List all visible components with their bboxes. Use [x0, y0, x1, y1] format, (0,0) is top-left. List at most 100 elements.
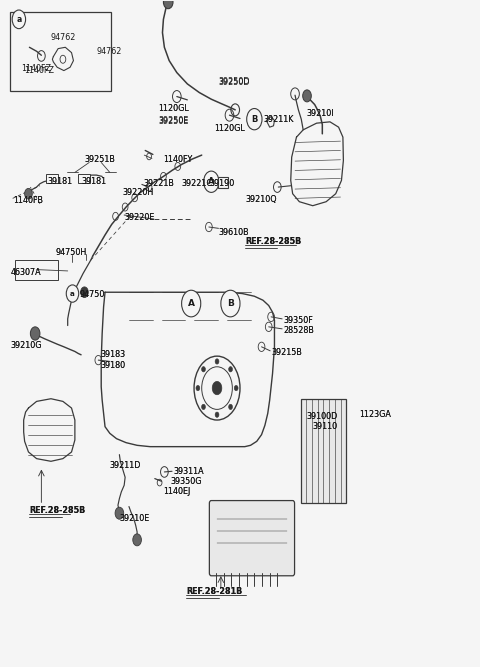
Text: 39250E: 39250E: [158, 116, 189, 125]
Text: 39610B: 39610B: [218, 228, 249, 237]
Text: 1120GL: 1120GL: [158, 104, 190, 113]
Text: a: a: [70, 291, 75, 297]
Text: 39180: 39180: [100, 361, 125, 370]
Circle shape: [30, 327, 40, 340]
Text: 39210Q: 39210Q: [246, 195, 277, 203]
Text: 1140FB: 1140FB: [12, 196, 43, 205]
Text: B: B: [251, 115, 258, 123]
Text: 39210G: 39210G: [10, 341, 42, 350]
Circle shape: [215, 359, 219, 364]
Text: 39180: 39180: [100, 361, 125, 370]
Text: 1140EJ: 1140EJ: [163, 487, 191, 496]
Circle shape: [66, 285, 79, 302]
Text: 1120GL: 1120GL: [158, 104, 190, 113]
Circle shape: [202, 404, 205, 410]
Text: A: A: [188, 299, 195, 308]
Text: 39211D: 39211D: [110, 461, 141, 470]
Text: 1140FZ: 1140FZ: [21, 64, 51, 73]
Text: 39190: 39190: [209, 179, 235, 187]
Text: 39220E: 39220E: [124, 213, 155, 222]
Text: 1140FY: 1140FY: [163, 155, 192, 163]
Text: 39610B: 39610B: [218, 228, 249, 237]
Text: 39350F: 39350F: [283, 315, 313, 325]
Text: 39350G: 39350G: [170, 477, 202, 486]
Text: 39110: 39110: [312, 422, 337, 431]
Text: 94750H: 94750H: [56, 248, 87, 257]
Circle shape: [196, 386, 200, 391]
Text: 39210G: 39210G: [10, 341, 42, 350]
Text: 1140EJ: 1140EJ: [163, 487, 191, 496]
Text: 1140FY: 1140FY: [163, 155, 192, 163]
Bar: [46, 173, 58, 183]
Text: 39210I: 39210I: [306, 109, 334, 118]
Circle shape: [247, 109, 262, 130]
Text: 94750: 94750: [80, 290, 105, 299]
Text: 1140FB: 1140FB: [12, 196, 43, 205]
Text: 39100D: 39100D: [306, 412, 337, 421]
Text: 39220H: 39220H: [123, 188, 154, 197]
Text: REF.28-285B: REF.28-285B: [29, 506, 85, 515]
Circle shape: [133, 534, 142, 546]
Text: REF.28-285B: REF.28-285B: [245, 237, 301, 246]
Bar: [301, 399, 346, 503]
Text: 39250D: 39250D: [218, 77, 250, 87]
Text: 39181: 39181: [81, 177, 106, 186]
FancyBboxPatch shape: [209, 500, 295, 576]
Text: REF.28-285B: REF.28-285B: [29, 506, 85, 515]
Circle shape: [228, 404, 232, 410]
Text: REF.28-285B: REF.28-285B: [245, 237, 301, 246]
Text: 39350F: 39350F: [283, 315, 313, 325]
Text: 39215B: 39215B: [271, 348, 302, 357]
Text: 39181: 39181: [48, 177, 73, 186]
Circle shape: [221, 290, 240, 317]
Text: 39190: 39190: [209, 179, 235, 187]
Text: 1123GA: 1123GA: [359, 410, 391, 419]
Circle shape: [212, 382, 222, 395]
Text: 39220E: 39220E: [124, 213, 155, 222]
Text: 46307A: 46307A: [10, 268, 41, 277]
Circle shape: [228, 367, 232, 372]
Bar: [78, 173, 90, 183]
Text: 39211K: 39211K: [263, 115, 293, 123]
Text: REF.28-281B: REF.28-281B: [186, 587, 243, 596]
Circle shape: [234, 386, 238, 391]
Text: 39210E: 39210E: [120, 514, 150, 523]
Text: 39221B: 39221B: [144, 179, 174, 187]
Text: a: a: [16, 15, 22, 24]
Bar: [15, 260, 58, 280]
Text: 39210E: 39210E: [120, 514, 150, 523]
Text: 39350G: 39350G: [170, 477, 202, 486]
Text: 39181: 39181: [48, 177, 73, 186]
Circle shape: [303, 90, 312, 102]
Circle shape: [181, 290, 201, 317]
Text: 39211D: 39211D: [110, 461, 141, 470]
Text: 28528B: 28528B: [283, 325, 314, 335]
Text: 39221C: 39221C: [181, 179, 213, 187]
Text: 39250E: 39250E: [158, 117, 189, 126]
Text: 39221B: 39221B: [144, 179, 174, 187]
Text: 39220H: 39220H: [123, 188, 154, 197]
Text: 39211K: 39211K: [263, 115, 293, 123]
Text: 1140FZ: 1140FZ: [24, 66, 54, 75]
Text: 39181: 39181: [81, 177, 106, 186]
Circle shape: [202, 367, 205, 372]
Text: 94750H: 94750H: [56, 248, 87, 257]
Text: 39183: 39183: [100, 350, 125, 360]
Text: 39311A: 39311A: [173, 467, 204, 476]
Circle shape: [12, 10, 25, 29]
Circle shape: [24, 188, 32, 199]
Text: 39100D: 39100D: [306, 412, 337, 421]
Circle shape: [215, 412, 219, 418]
Text: A: A: [208, 177, 215, 186]
Text: 39183: 39183: [100, 350, 125, 360]
Text: 39215B: 39215B: [271, 348, 302, 357]
Text: 94750: 94750: [80, 290, 105, 299]
Bar: [10, 12, 111, 91]
Text: 39311A: 39311A: [173, 467, 204, 476]
Text: REF.28-281B: REF.28-281B: [186, 587, 243, 596]
Text: 39221C: 39221C: [181, 179, 213, 187]
Text: 46307A: 46307A: [10, 268, 41, 277]
Text: 28528B: 28528B: [283, 325, 314, 335]
Text: B: B: [227, 299, 234, 308]
Text: 1120GL: 1120GL: [214, 124, 244, 133]
